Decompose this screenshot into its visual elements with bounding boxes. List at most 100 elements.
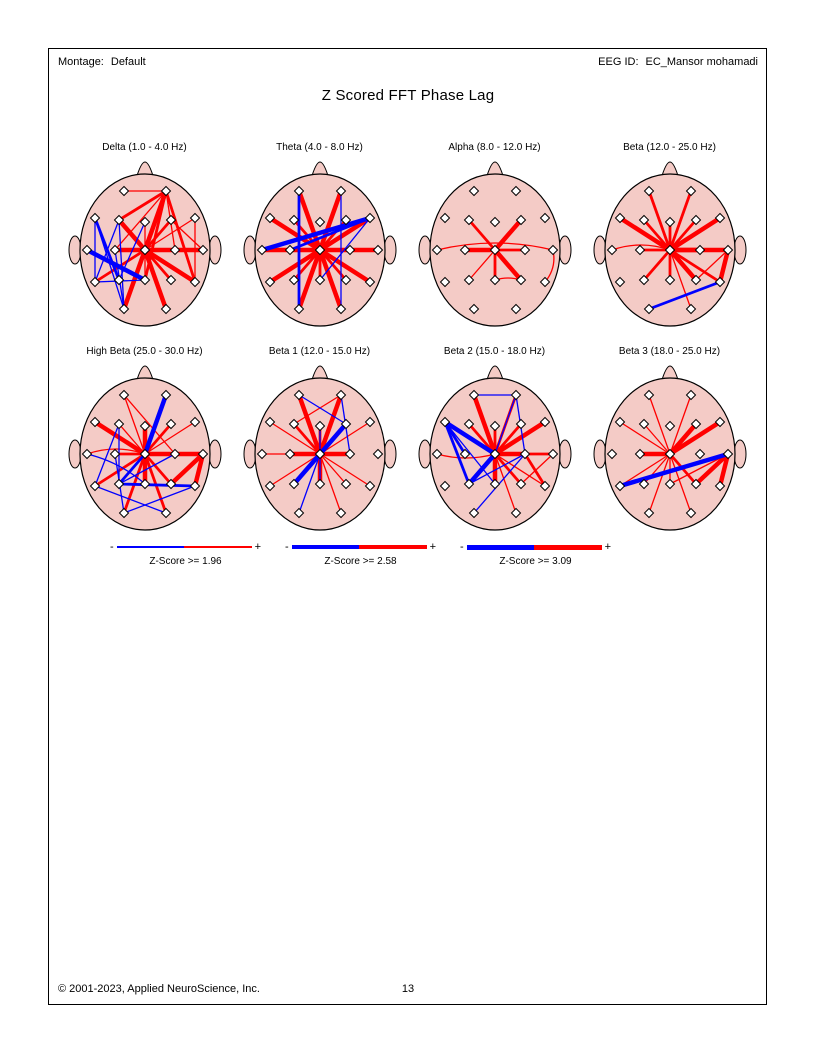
electrode-T5 <box>264 276 276 288</box>
eeg-id-field: EEG ID: EC_Mansor mohamadi <box>598 56 758 68</box>
electrode-F3 <box>638 418 650 430</box>
electrode-Fp2 <box>685 389 697 401</box>
electrode-F7 <box>264 416 276 428</box>
connection-C4-P3 <box>468 453 526 485</box>
connection-Cz-P4 <box>143 249 173 281</box>
electrode-O2 <box>510 303 522 315</box>
connection-T3-Pz <box>85 248 147 282</box>
electrode-T4 <box>372 448 384 460</box>
connection-T4-P4 <box>169 452 205 486</box>
electrode-Fp2 <box>335 389 347 401</box>
electrode-O1 <box>468 303 480 315</box>
electrode-F7 <box>264 212 276 224</box>
connection-Cz-F8 <box>318 216 372 252</box>
head-band-title: Delta (1.0 - 4.0 Hz) <box>102 142 187 153</box>
electrode-T5 <box>89 276 101 288</box>
electrode-F3 <box>288 214 300 226</box>
electrode-F8 <box>189 212 201 224</box>
electrode-C4 <box>344 244 356 256</box>
electrode-T4 <box>722 448 734 460</box>
heads-row-2: High Beta (25.0 - 30.0 Hz) Beta 1 (12.0 -… <box>57 346 757 534</box>
legend-item-1: - + Z-Score >= 1.96 <box>98 540 273 567</box>
connection-Cz-F3 <box>642 219 672 251</box>
electrode-F3 <box>638 214 650 226</box>
electrode-C4 <box>694 244 706 256</box>
electrode-C4 <box>169 448 181 460</box>
connection-Cz-F7 <box>269 421 321 455</box>
connection-Cz-P3 <box>642 249 672 281</box>
connection-F4-T4 <box>170 219 204 251</box>
connection-Cz-P4 <box>318 249 348 281</box>
connection-C4-P3 <box>118 453 176 485</box>
electrode-T3 <box>431 244 443 256</box>
page-number: 13 <box>401 983 415 995</box>
connection-Cz-O2 <box>143 453 168 514</box>
electrode-F7 <box>439 212 451 224</box>
connection-T3-T4 <box>436 242 554 251</box>
connection-Cz-O2 <box>494 453 517 514</box>
electrode-P3 <box>638 478 650 490</box>
electrode-Pz <box>314 478 326 490</box>
connection-T5-T4 <box>619 451 729 489</box>
left-ear <box>593 235 607 265</box>
electrode-P4 <box>515 478 527 490</box>
connection-Cz-P3 <box>468 249 496 281</box>
electrode-Cz <box>664 448 676 460</box>
connection-T4-T6 <box>717 249 731 283</box>
electrode-F3 <box>463 418 475 430</box>
electrode-C4 <box>519 244 531 256</box>
connection-Fp2-T6 <box>164 190 197 283</box>
electrode-T6 <box>364 480 376 492</box>
electrode-F3 <box>113 418 125 430</box>
electrode-O1 <box>118 507 130 519</box>
electrode-T5 <box>614 480 626 492</box>
electrode-Fz <box>139 420 151 432</box>
electrode-F3 <box>113 214 125 226</box>
legend-positive-bar <box>183 546 252 548</box>
right-ear <box>558 439 572 469</box>
heads-row-1: Delta (1.0 - 4.0 Hz) Theta (4.0 - 8.0 Hz)… <box>57 142 757 330</box>
electrode-T5 <box>89 480 101 492</box>
connection-F7-P3 <box>443 421 471 485</box>
connection-Cz-F8 <box>144 421 196 455</box>
connection-Fz-P3 <box>118 221 146 281</box>
connection-Cz-F3 <box>292 423 322 455</box>
electrode-Pz <box>664 274 676 286</box>
electrode-T4 <box>547 448 559 460</box>
electrode-C3 <box>634 244 646 256</box>
electrode-O1 <box>643 303 655 315</box>
connection-F8-C3 <box>289 216 371 252</box>
legend-negative-bar <box>291 545 359 549</box>
electrode-T6 <box>189 276 201 288</box>
electrode-F7 <box>614 212 626 224</box>
electrode-Fz <box>664 420 676 432</box>
connection-Cz-T5 <box>269 453 321 487</box>
connection-Cz-T5 <box>619 453 671 487</box>
connection-Cz-P4 <box>493 453 523 485</box>
connection-Fp2-Pz <box>143 190 168 281</box>
connection-T5-O2 <box>94 485 167 514</box>
electrode-Cz <box>314 244 326 256</box>
connection-Cz-O2 <box>317 249 344 310</box>
electrode-Fz <box>139 216 151 228</box>
connection-Cz-T6 <box>143 248 197 284</box>
page-header: Montage: Default EEG ID: EC_Mansor mohamad… <box>58 56 758 68</box>
electrode-F4 <box>165 214 177 226</box>
connection-F8-T3 <box>261 215 371 253</box>
electrode-T6 <box>714 480 726 492</box>
connection-Cz-P4 <box>493 248 523 282</box>
connection-Cz-Fp1 <box>647 190 672 251</box>
head-band-title: Beta 2 (15.0 - 18.0 Hz) <box>443 346 546 357</box>
electrode-Fp1 <box>118 185 130 197</box>
electrode-Fp2 <box>510 389 522 401</box>
connection-Cz-F3 <box>117 218 147 252</box>
connection-Cz-O1 <box>121 249 148 310</box>
connection-F8-Pz <box>319 217 371 281</box>
connection-Cz-Fp2 <box>317 190 344 251</box>
legend-plus-sign: + <box>429 541 437 553</box>
connection-T4-T6 <box>717 453 731 487</box>
electrode-Fp1 <box>118 389 130 401</box>
right-ear <box>208 235 222 265</box>
connection-Fp2-F3 <box>118 189 167 222</box>
right-ear <box>208 439 222 469</box>
